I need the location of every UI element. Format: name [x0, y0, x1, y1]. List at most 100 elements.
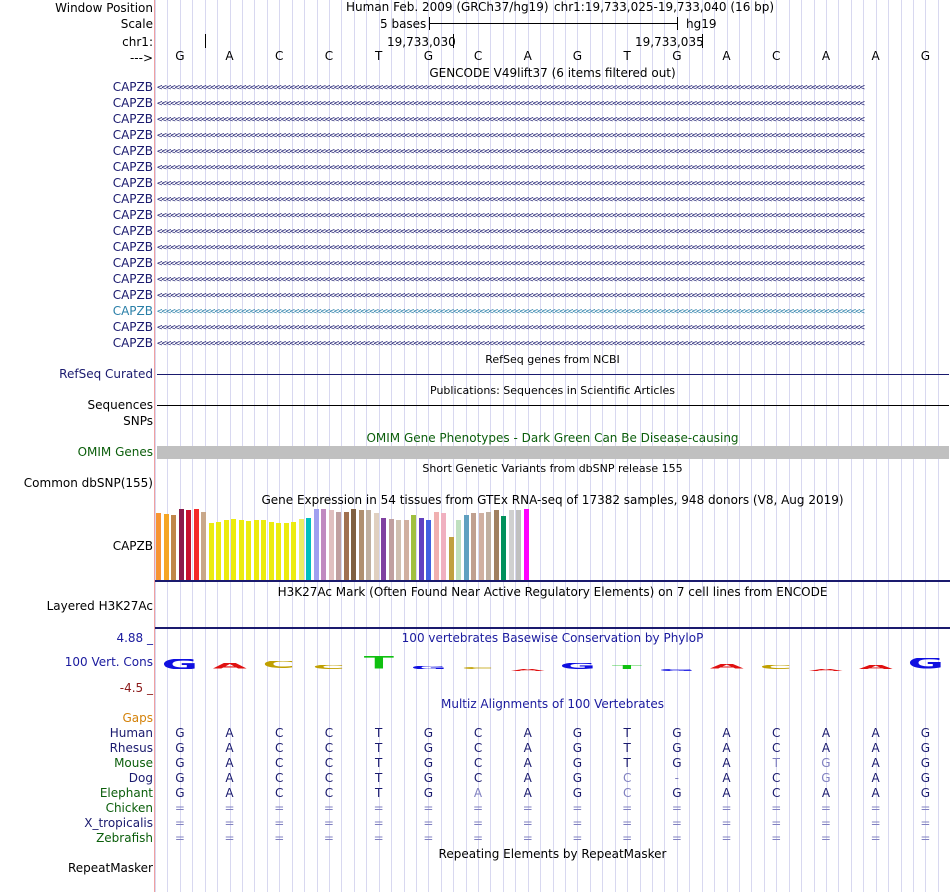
- species-label[interactable]: X_tropicalis: [84, 816, 153, 830]
- gtex-tissue-bar[interactable]: [478, 513, 484, 580]
- gtex-tissue-bar[interactable]: [246, 521, 251, 580]
- gtex-tissue-bar[interactable]: [291, 521, 296, 580]
- gtex-tissue-bar[interactable]: [373, 513, 379, 580]
- gtex-tissue-bar[interactable]: [411, 514, 416, 580]
- gtex-tissue-bar[interactable]: [193, 509, 199, 580]
- gtex-tissue-bar[interactable]: [276, 523, 281, 580]
- gencode-item-label[interactable]: CAPZB: [112, 96, 153, 110]
- gtex-tissue-bar[interactable]: [298, 518, 304, 580]
- gtex-tissue-bar[interactable]: [223, 520, 229, 580]
- species-label[interactable]: Rhesus: [109, 741, 153, 755]
- gtex-tissue-bar[interactable]: [523, 509, 529, 580]
- snps-label[interactable]: SNPs: [123, 414, 153, 428]
- gtex-tissue-bar[interactable]: [231, 518, 236, 580]
- gtex-tissue-bar[interactable]: [493, 510, 499, 580]
- species-label[interactable]: Chicken: [105, 801, 153, 815]
- gtex-tissue-bar[interactable]: [396, 520, 401, 580]
- gencode-item-track[interactable]: <<<<<<<<<<<<<<<<<<<<<<<<<<<<<<<<<<<<<<<<…: [157, 323, 865, 333]
- gencode-item-track[interactable]: <<<<<<<<<<<<<<<<<<<<<<<<<<<<<<<<<<<<<<<<…: [157, 307, 865, 317]
- dbsnp-title[interactable]: Short Genetic Variants from dbSNP releas…: [422, 462, 683, 475]
- gencode-item-label[interactable]: CAPZB: [112, 320, 153, 334]
- gencode-item-label[interactable]: CAPZB: [112, 208, 153, 222]
- gencode-item-track[interactable]: <<<<<<<<<<<<<<<<<<<<<<<<<<<<<<<<<<<<<<<<…: [157, 339, 865, 349]
- gtex-tissue-bar[interactable]: [433, 511, 439, 580]
- phylop-title[interactable]: 100 vertebrates Basewise Conservation by…: [401, 631, 704, 645]
- gtex-tissue-bar[interactable]: [313, 509, 319, 580]
- gtex-tissue-bar[interactable]: [268, 521, 274, 580]
- gencode-item-label[interactable]: CAPZB: [112, 112, 153, 126]
- gtex-tissue-bar[interactable]: [508, 510, 514, 580]
- species-label[interactable]: Elephant: [99, 786, 153, 800]
- gtex-tissue-bar[interactable]: [426, 520, 431, 580]
- gencode-item-track[interactable]: <<<<<<<<<<<<<<<<<<<<<<<<<<<<<<<<<<<<<<<<…: [157, 243, 865, 253]
- gtex-tissue-bar[interactable]: [238, 519, 244, 580]
- gencode-item-label[interactable]: CAPZB: [112, 192, 153, 206]
- gtex-tissue-bar[interactable]: [441, 513, 446, 580]
- gtex-tissue-bar[interactable]: [516, 510, 521, 580]
- gencode-item-track[interactable]: <<<<<<<<<<<<<<<<<<<<<<<<<<<<<<<<<<<<<<<<…: [157, 211, 865, 221]
- h3k27ac-label[interactable]: Layered H3K27Ac: [46, 599, 153, 613]
- gtex-tissue-bar[interactable]: [253, 519, 259, 580]
- gtex-tissue-bar[interactable]: [366, 510, 371, 580]
- gtex-tissue-bar[interactable]: [328, 510, 334, 580]
- gencode-item-label[interactable]: CAPZB: [112, 240, 153, 254]
- gtex-tissue-bar[interactable]: [321, 509, 326, 580]
- gtex-tissue-bar[interactable]: [351, 509, 356, 580]
- gtex-tissue-bar[interactable]: [261, 520, 266, 580]
- gencode-item-track[interactable]: <<<<<<<<<<<<<<<<<<<<<<<<<<<<<<<<<<<<<<<<…: [157, 163, 865, 173]
- gtex-tissue-bar[interactable]: [388, 518, 394, 580]
- gencode-item-track[interactable]: <<<<<<<<<<<<<<<<<<<<<<<<<<<<<<<<<<<<<<<<…: [157, 195, 865, 205]
- gencode-item-label[interactable]: CAPZB: [112, 304, 153, 318]
- gtex-tissue-bar[interactable]: [306, 517, 311, 580]
- gencode-item-label[interactable]: CAPZB: [112, 288, 153, 302]
- gtex-tissue-bar[interactable]: [403, 520, 409, 580]
- omim-bar[interactable]: [157, 446, 949, 459]
- gencode-title[interactable]: GENCODE V49lift37 (6 items filtered out): [429, 66, 676, 80]
- gtex-tissue-bar[interactable]: [381, 517, 386, 580]
- gtex-tissue-bar[interactable]: [201, 511, 206, 580]
- species-label[interactable]: Mouse: [114, 756, 153, 770]
- gencode-item-label[interactable]: CAPZB: [112, 272, 153, 286]
- gencode-item-label[interactable]: CAPZB: [112, 80, 153, 94]
- sequences-label[interactable]: Sequences: [87, 398, 153, 412]
- gtex-title[interactable]: Gene Expression in 54 tissues from GTEx …: [261, 493, 844, 507]
- gencode-item-label[interactable]: CAPZB: [112, 256, 153, 270]
- repeatmasker-label[interactable]: RepeatMasker: [67, 861, 153, 875]
- gtex-tissue-bar[interactable]: [418, 517, 424, 580]
- gtex-label[interactable]: CAPZB: [112, 539, 153, 553]
- dbsnp-label[interactable]: Common dbSNP(155): [23, 476, 153, 490]
- gencode-item-track[interactable]: <<<<<<<<<<<<<<<<<<<<<<<<<<<<<<<<<<<<<<<<…: [157, 275, 865, 285]
- gencode-item-label[interactable]: CAPZB: [112, 128, 153, 142]
- gencode-item-track[interactable]: <<<<<<<<<<<<<<<<<<<<<<<<<<<<<<<<<<<<<<<<…: [157, 99, 865, 109]
- gtex-tissue-bar[interactable]: [216, 521, 221, 580]
- gencode-item-track[interactable]: <<<<<<<<<<<<<<<<<<<<<<<<<<<<<<<<<<<<<<<<…: [157, 291, 865, 301]
- species-label[interactable]: Human: [109, 726, 153, 740]
- gtex-tissue-bar[interactable]: [486, 511, 491, 580]
- refseq-label[interactable]: RefSeq Curated: [59, 367, 153, 381]
- gtex-tissue-bar[interactable]: [283, 523, 289, 580]
- gtex-tissue-bar[interactable]: [336, 511, 341, 580]
- species-label[interactable]: Zebrafish: [96, 831, 153, 845]
- position-text[interactable]: chr1:19,733,025-19,733,040 (16 bp): [554, 0, 775, 14]
- gencode-item-track[interactable]: <<<<<<<<<<<<<<<<<<<<<<<<<<<<<<<<<<<<<<<<…: [157, 227, 865, 237]
- gencode-item-track[interactable]: <<<<<<<<<<<<<<<<<<<<<<<<<<<<<<<<<<<<<<<<…: [157, 147, 865, 157]
- gencode-item-label[interactable]: CAPZB: [112, 160, 153, 174]
- gtex-tissue-bar[interactable]: [456, 520, 461, 580]
- gtex-tissue-bar[interactable]: [156, 512, 161, 580]
- gencode-item-label[interactable]: CAPZB: [112, 336, 153, 350]
- omim-label[interactable]: OMIM Genes: [77, 445, 153, 459]
- multiz-title[interactable]: Multiz Alignments of 100 Vertebrates: [440, 697, 665, 711]
- gtex-tissue-bar[interactable]: [471, 513, 476, 580]
- pubs-title[interactable]: Publications: Sequences in Scientific Ar…: [430, 384, 675, 397]
- gencode-item-label[interactable]: CAPZB: [112, 144, 153, 158]
- refseq-title[interactable]: RefSeq genes from NCBI: [485, 353, 620, 366]
- gtex-tissue-bar[interactable]: [178, 509, 184, 580]
- h3k27ac-title[interactable]: H3K27Ac Mark (Often Found Near Active Re…: [277, 585, 828, 599]
- gtex-tissue-bar[interactable]: [501, 516, 506, 580]
- gencode-item-label[interactable]: CAPZB: [112, 176, 153, 190]
- gencode-item-track[interactable]: <<<<<<<<<<<<<<<<<<<<<<<<<<<<<<<<<<<<<<<<…: [157, 115, 865, 125]
- gtex-tissue-bar[interactable]: [163, 513, 169, 580]
- species-label[interactable]: Dog: [128, 771, 153, 785]
- omim-title[interactable]: OMIM Gene Phenotypes - Dark Green Can Be…: [366, 431, 739, 445]
- gtex-tissue-bar[interactable]: [463, 514, 469, 580]
